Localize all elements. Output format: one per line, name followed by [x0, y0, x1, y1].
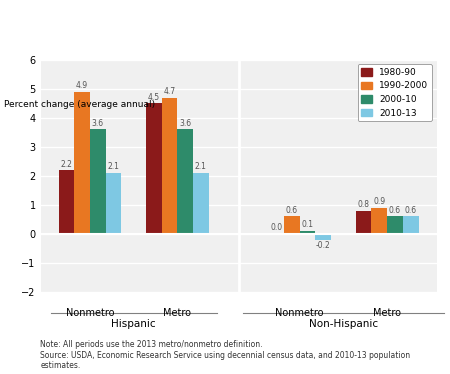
Bar — [371, 208, 387, 234]
Text: -0.2: -0.2 — [316, 241, 331, 250]
Text: 0.8: 0.8 — [357, 200, 369, 209]
Text: Nonmetro: Nonmetro — [275, 308, 324, 318]
Text: 3.6: 3.6 — [179, 119, 191, 128]
Legend: 1980-90, 1990-2000, 2000-10, 2010-13: 1980-90, 1990-2000, 2000-10, 2010-13 — [358, 64, 432, 121]
Text: 0.6: 0.6 — [405, 206, 417, 215]
Text: Metro: Metro — [163, 308, 191, 318]
Text: 2.1: 2.1 — [108, 162, 120, 171]
Text: Note: All periods use the 2013 metro/nonmetro definition.
Source: USDA, Economic: Note: All periods use the 2013 metro/non… — [40, 340, 410, 370]
Text: 0.1: 0.1 — [302, 220, 314, 229]
Bar — [315, 234, 331, 240]
Bar — [177, 129, 193, 234]
Bar — [284, 216, 300, 234]
Bar — [300, 231, 315, 234]
Text: Nonmetro: Nonmetro — [66, 308, 114, 318]
Text: 2.1: 2.1 — [195, 162, 207, 171]
Text: Metro: Metro — [373, 308, 401, 318]
Text: 0.6: 0.6 — [389, 206, 401, 215]
Text: 3.6: 3.6 — [92, 119, 104, 128]
Bar — [387, 216, 403, 234]
Text: Non-Hispanic and Hispanic population change in metro/nonmetro areas,: Non-Hispanic and Hispanic population cha… — [5, 13, 450, 27]
Text: 0.6: 0.6 — [286, 206, 298, 215]
Bar — [74, 92, 90, 234]
Bar — [193, 173, 209, 234]
Text: 1980-2013: 1980-2013 — [5, 35, 76, 48]
Text: Hispanic: Hispanic — [111, 319, 156, 329]
Bar — [146, 103, 162, 234]
Bar — [106, 173, 122, 234]
Bar — [58, 170, 74, 234]
Text: 4.9: 4.9 — [76, 81, 88, 90]
Text: 2.2: 2.2 — [60, 160, 72, 169]
Text: 4.5: 4.5 — [148, 93, 160, 102]
Text: Percent change (average annual): Percent change (average annual) — [4, 100, 156, 109]
Text: 4.7: 4.7 — [163, 87, 176, 96]
Bar — [356, 211, 371, 234]
Text: 0.0: 0.0 — [270, 223, 282, 232]
Text: 0.9: 0.9 — [373, 197, 385, 206]
Bar — [403, 216, 418, 234]
Bar — [90, 129, 106, 234]
Bar — [162, 98, 177, 234]
Text: Non-Hispanic: Non-Hispanic — [309, 319, 378, 329]
